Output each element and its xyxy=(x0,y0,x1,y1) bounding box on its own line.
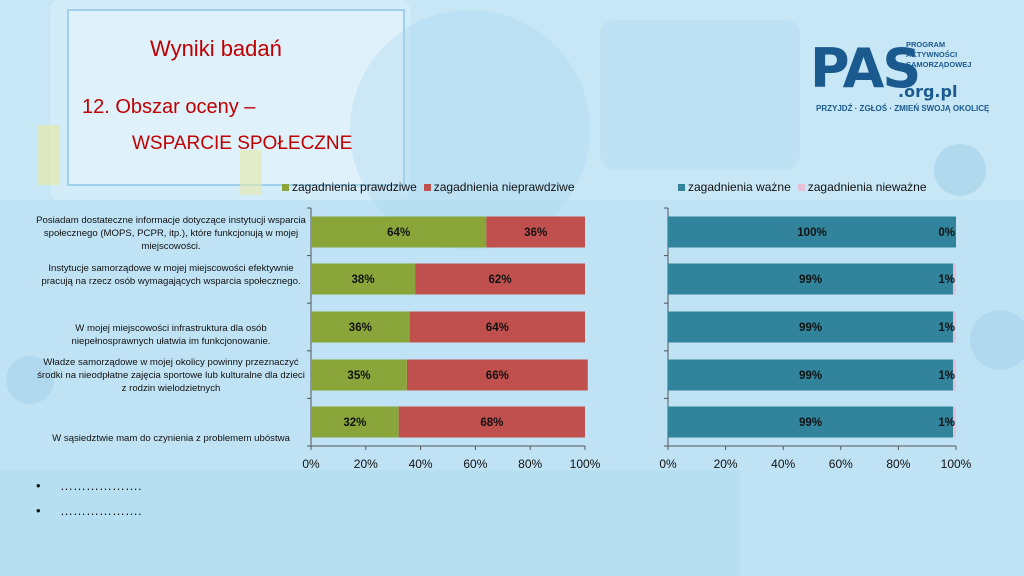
logo-tagline-line: PROGRAM xyxy=(906,40,946,49)
data-label: 1% xyxy=(938,322,955,334)
x-tick-label: 60% xyxy=(829,457,853,471)
bar-segment xyxy=(953,406,956,438)
legend-left: zagadnienia prawdziwe zagadnienia niepra… xyxy=(282,180,582,194)
data-label: 1% xyxy=(938,370,955,382)
x-tick-label: 20% xyxy=(714,457,738,471)
bullet-text: ………………. xyxy=(60,503,142,518)
bar-segment xyxy=(953,311,956,343)
category-label: Władze samorządowe w mojej okolicy powin… xyxy=(37,357,305,394)
data-label: 32% xyxy=(343,417,366,429)
page-title: Wyniki badań xyxy=(150,36,282,61)
bar-segment xyxy=(409,311,585,343)
data-label: 64% xyxy=(387,227,410,239)
bar-segment xyxy=(953,263,956,295)
data-label: 66% xyxy=(486,370,509,382)
logo-main-text: PAS xyxy=(810,37,921,100)
data-label: 99% xyxy=(799,417,822,429)
x-tick-label: 40% xyxy=(771,457,795,471)
bar-segment xyxy=(668,406,954,438)
data-label: 38% xyxy=(352,274,375,286)
logo-domain: .org.pl xyxy=(898,82,958,101)
legend-swatch xyxy=(282,183,289,191)
bar-segment xyxy=(311,263,416,295)
x-tick-label: 0% xyxy=(302,457,320,471)
x-tick-label: 0% xyxy=(659,457,677,471)
logo-tagline-line: AKTYWNOŚCI xyxy=(906,50,958,59)
x-tick-label: 100% xyxy=(941,457,972,471)
logo-slogan: PRZYJDŹ · ZGŁOŚ · ZMIEŃ SWOJĄ OKOLICĘ xyxy=(816,104,990,113)
bar-segment xyxy=(311,406,399,438)
section-subtitle: 12. Obszar oceny – xyxy=(82,96,256,118)
bullet-dot: • xyxy=(36,503,41,518)
data-label: 0% xyxy=(938,227,955,239)
bar-segment xyxy=(311,216,487,248)
bar-segment xyxy=(311,311,410,343)
data-label: 36% xyxy=(524,227,547,239)
x-tick-label: 60% xyxy=(463,457,487,471)
legend-swatch xyxy=(678,183,685,191)
x-tick-label: 80% xyxy=(518,457,542,471)
data-label: 35% xyxy=(347,370,370,382)
legend-item: zagadnienia nieważne xyxy=(797,180,927,194)
legend-swatch xyxy=(423,183,431,191)
legend-item: zagadnienia ważne xyxy=(678,180,791,194)
legend-label: zagadnienia nieprawdziwe xyxy=(433,180,575,194)
category-label: Posiadam dostateczne informacje dotycząc… xyxy=(36,215,306,252)
data-label: 1% xyxy=(938,417,955,429)
bar-segment xyxy=(398,406,585,438)
data-label: 36% xyxy=(349,322,372,334)
bar-segment xyxy=(668,216,956,248)
x-tick-label: 20% xyxy=(354,457,378,471)
bullet-item: • ………………. xyxy=(36,503,142,528)
legend-item: zagadnienia prawdziwe xyxy=(282,180,417,194)
legend-label: zagadnienia prawdziwe xyxy=(292,180,417,194)
data-label: 99% xyxy=(799,322,822,334)
legend-label: zagadnienia ważne xyxy=(688,180,791,194)
bar-segment xyxy=(486,216,585,248)
bar-segment xyxy=(953,359,956,391)
legend-item: zagadnienia nieprawdziwe xyxy=(423,180,575,194)
data-label: 62% xyxy=(489,274,512,286)
category-label: W sąsiedztwie mam do czynienia z problem… xyxy=(52,433,290,444)
bullet-dot: • xyxy=(36,478,41,493)
legend-label: zagadnienia nieważne xyxy=(807,180,927,194)
category-label: W mojej miejscowości infrastruktura dla … xyxy=(71,323,271,347)
bar-segment xyxy=(668,359,954,391)
x-tick-label: 80% xyxy=(886,457,910,471)
bar-segment xyxy=(415,263,585,295)
bar-segment xyxy=(668,263,954,295)
x-tick-label: 40% xyxy=(409,457,433,471)
data-label: 100% xyxy=(797,227,826,239)
bullet-list: • ………………. • ………………. xyxy=(36,478,142,528)
bar-segment xyxy=(311,359,407,391)
data-label: 99% xyxy=(799,274,822,286)
data-label: 68% xyxy=(480,417,503,429)
logo-tagline: PROGRAM AKTYWNOŚCI SAMORZĄDOWEJ xyxy=(906,40,986,70)
data-label: 64% xyxy=(486,322,509,334)
legend-right: zagadnienia ważne zagadnienia nieważne xyxy=(678,180,934,194)
section-name: WSPARCIE SPOŁECZNE xyxy=(132,133,353,154)
logo-tagline-line: SAMORZĄDOWEJ xyxy=(906,60,972,69)
category-label: Instytucje samorządowe w mojej miejscowo… xyxy=(41,263,301,287)
bar-segment xyxy=(668,311,954,343)
data-label: 99% xyxy=(799,370,822,382)
bar-segment xyxy=(406,359,588,391)
x-tick-label: 100% xyxy=(570,457,601,471)
pas-logo: PAS PROGRAM AKTYWNOŚCI SAMORZĄDOWEJ .org… xyxy=(810,36,989,126)
data-label: 1% xyxy=(938,274,955,286)
bullet-item: • ………………. xyxy=(36,478,142,503)
bullet-text: ………………. xyxy=(60,478,142,493)
legend-swatch xyxy=(797,183,805,191)
